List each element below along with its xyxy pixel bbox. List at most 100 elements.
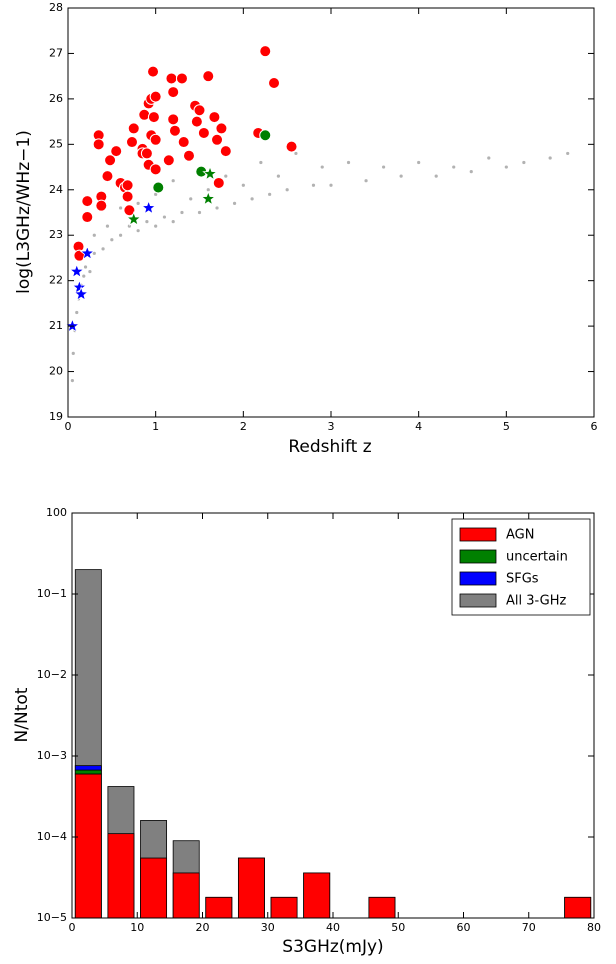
background-point: [232, 201, 237, 206]
background-point: [566, 151, 570, 156]
x-axis-label: Redshift z: [288, 437, 371, 457]
background-point: [82, 274, 86, 278]
legend-label: SFGs: [506, 572, 539, 587]
background-point: [180, 210, 184, 215]
point: [219, 145, 232, 158]
x-tick-label: 0: [69, 921, 76, 934]
background-point: [92, 251, 96, 255]
x-axis-label: S3GHz(mJy): [282, 937, 383, 957]
legend-label: AGN: [506, 528, 534, 543]
legend-label: uncertain: [506, 550, 568, 565]
x-tick-label: 50: [391, 921, 405, 934]
point: [147, 111, 160, 124]
background-point: [83, 265, 88, 269]
x-tick-label: 6: [591, 420, 598, 433]
hist-bar: [270, 896, 298, 919]
y-axis-label: log(L3GHz/WHz−1): [14, 130, 34, 294]
point: [175, 72, 188, 85]
point: [190, 115, 203, 128]
background-point: [285, 188, 289, 192]
x-tick-label: 70: [522, 921, 536, 934]
background-point: [127, 224, 131, 228]
background-point: [206, 188, 210, 192]
y-tick-label: 10−1: [37, 587, 67, 600]
hist-bar: [74, 769, 102, 775]
background-point: [382, 165, 386, 169]
point: [167, 86, 180, 99]
legend-swatch: [459, 571, 497, 586]
background-point: [145, 219, 149, 224]
star-point: [200, 190, 217, 206]
x-tick-label: 4: [415, 420, 422, 433]
background-point: [92, 233, 96, 237]
background-point: [294, 151, 298, 156]
star-point: [71, 279, 88, 295]
y-tick-label: 27: [49, 46, 63, 59]
star-point: [69, 263, 85, 279]
background-point: [487, 156, 491, 160]
legend-swatch: [459, 549, 497, 564]
background-point: [136, 229, 140, 233]
y-tick-label: 10−3: [37, 749, 67, 762]
x-tick-label: 1: [152, 420, 159, 433]
star-point: [73, 286, 89, 301]
point: [259, 45, 272, 58]
background-point: [162, 215, 167, 219]
point: [95, 199, 108, 212]
background-point: [329, 183, 333, 187]
background-point: [154, 192, 158, 196]
background-point: [101, 247, 105, 251]
background-point: [119, 206, 123, 210]
x-tick-label: 40: [326, 921, 340, 934]
hist-bar: [564, 896, 592, 919]
point: [211, 133, 224, 146]
y-tick-label: 22: [49, 274, 63, 287]
point: [121, 179, 134, 192]
background-point: [452, 165, 456, 169]
point: [147, 65, 160, 78]
star-point: [64, 317, 81, 333]
legend-swatch: [459, 527, 497, 542]
y-tick-label: 10−4: [37, 830, 67, 843]
point: [149, 90, 162, 103]
x-tick-label: 10: [130, 921, 144, 934]
background-point: [241, 183, 245, 187]
x-tick-label: 30: [261, 921, 275, 934]
y-tick-label: 10−2: [37, 668, 67, 681]
y-tick-label: 10−5: [37, 911, 67, 924]
background-point: [320, 165, 324, 169]
background-point: [171, 219, 175, 224]
background-point: [110, 238, 114, 242]
point: [123, 204, 136, 217]
point: [167, 113, 180, 126]
point: [149, 163, 162, 176]
point: [140, 147, 153, 160]
point: [104, 154, 117, 167]
point: [208, 111, 221, 124]
x-tick-label: 80: [587, 921, 601, 934]
hist-bar: [237, 857, 265, 919]
hist-bar: [303, 872, 331, 919]
y-tick-label: 25: [49, 137, 63, 150]
background-point: [399, 174, 403, 178]
background-point: [522, 160, 526, 165]
background-point: [197, 210, 202, 215]
y-tick-label: 21: [49, 319, 63, 332]
background-point: [259, 160, 263, 165]
point: [259, 129, 272, 142]
background-point: [250, 197, 254, 201]
hist-bar: [107, 833, 135, 919]
y-axis-label: N/Ntot: [12, 687, 32, 742]
hist-bar: [74, 765, 102, 771]
y-tick-label: 19: [49, 410, 63, 423]
point: [125, 136, 138, 149]
background-point: [88, 269, 92, 274]
point: [197, 126, 210, 139]
star-point: [79, 245, 96, 260]
y-tick-label: 24: [49, 183, 63, 196]
point: [138, 108, 151, 121]
background-point: [346, 160, 351, 165]
background-point: [548, 156, 552, 160]
point: [268, 76, 281, 89]
